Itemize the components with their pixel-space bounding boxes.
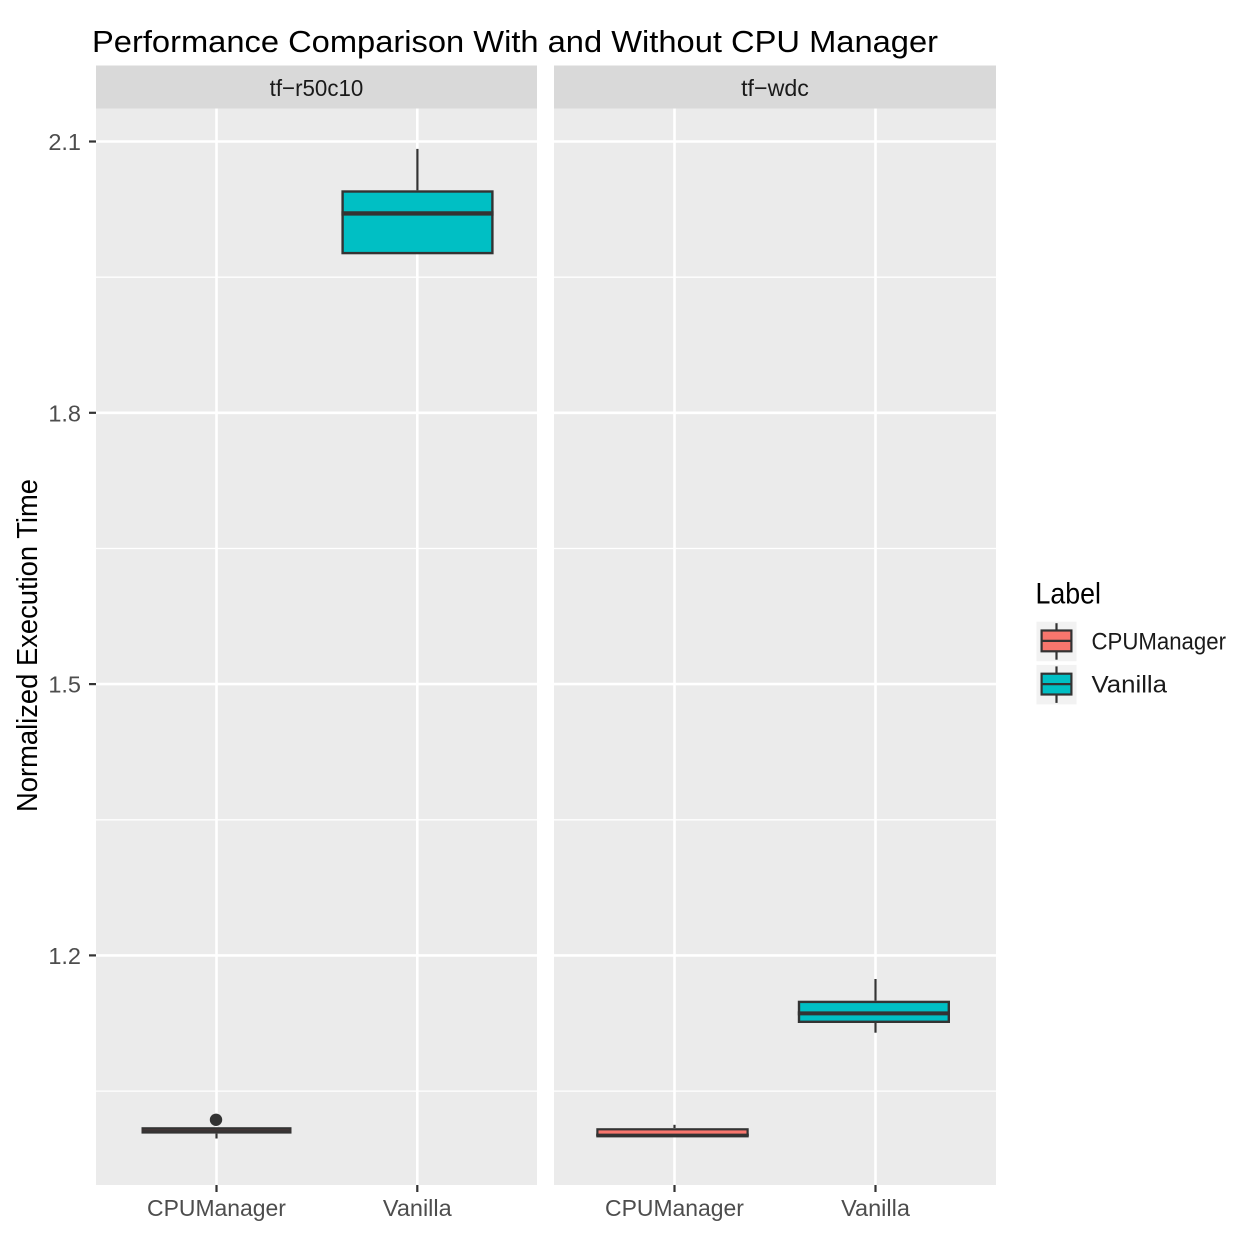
svg-text:tf−wdc: tf−wdc [741, 75, 809, 101]
svg-text:CPUManager: CPUManager [1092, 628, 1227, 655]
svg-text:Vanilla: Vanilla [1092, 672, 1168, 699]
svg-text:1.2: 1.2 [48, 943, 81, 969]
svg-text:1.8: 1.8 [48, 400, 81, 426]
svg-text:Performance Comparison With an: Performance Comparison With and Without … [92, 25, 938, 59]
svg-text:tf−r50c10: tf−r50c10 [270, 75, 364, 101]
svg-text:Label: Label [1036, 578, 1102, 611]
svg-text:CPUManager: CPUManager [605, 1195, 744, 1221]
svg-text:Vanilla: Vanilla [383, 1195, 453, 1221]
svg-text:2.1: 2.1 [48, 129, 81, 155]
svg-text:Vanilla: Vanilla [841, 1195, 911, 1221]
svg-text:Normalized Execution Time: Normalized Execution Time [12, 479, 44, 812]
svg-text:CPUManager: CPUManager [147, 1195, 286, 1221]
svg-text:1.5: 1.5 [48, 672, 81, 698]
